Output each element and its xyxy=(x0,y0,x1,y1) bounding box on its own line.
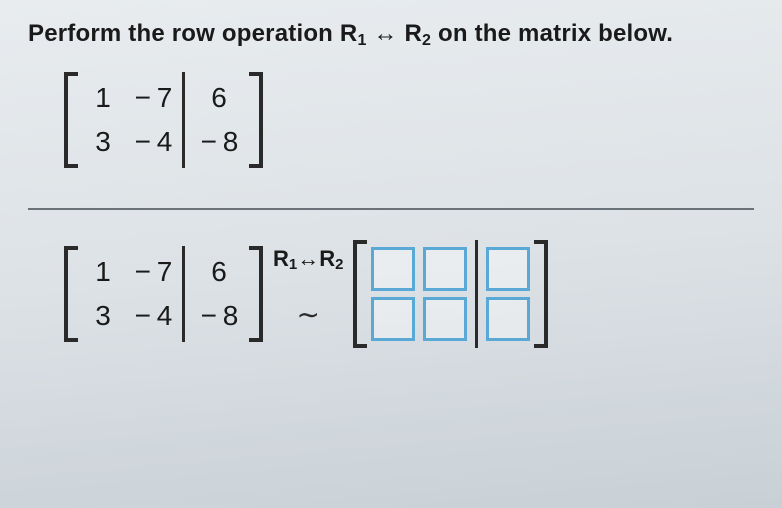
answer-input[interactable] xyxy=(423,297,467,341)
matrix-grid: 1 − 7 6 3 − 4 − 8 xyxy=(78,246,249,342)
matrix-cell: − 7 xyxy=(128,76,178,120)
answer-input[interactable] xyxy=(486,247,530,291)
answer-input[interactable] xyxy=(371,247,415,291)
tilde-icon: ∼ xyxy=(297,298,320,331)
bracket-right xyxy=(249,72,263,168)
matrix-row: 1 − 7 6 xyxy=(78,76,249,120)
bracket-left xyxy=(64,246,78,342)
matrix-cell: 6 xyxy=(189,250,249,294)
answer-input[interactable] xyxy=(486,297,530,341)
instr-sub1: 1 xyxy=(357,32,366,49)
matrix-cell: − 8 xyxy=(189,294,249,338)
op-sub2: 2 xyxy=(335,256,343,273)
bracket-left xyxy=(353,240,367,348)
matrix-row: 3 − 4 − 8 xyxy=(78,294,249,338)
op-r1: R xyxy=(273,246,289,271)
matrix-cell: 1 xyxy=(78,76,128,120)
instr-pre: Perform the row operation R xyxy=(28,20,357,47)
augment-bar xyxy=(475,290,478,348)
matrix-cell: − 7 xyxy=(128,250,178,294)
matrix-row: 1 − 7 6 xyxy=(78,250,249,294)
bracket-right xyxy=(249,246,263,342)
operation-column: R1↔R2 ∼ xyxy=(273,266,343,323)
answer-matrix xyxy=(353,240,548,348)
answer-input[interactable] xyxy=(423,247,467,291)
given-matrix: 1 − 7 6 3 − 4 − 8 xyxy=(64,72,263,168)
equation-row: 1 − 7 6 3 − 4 − 8 R1↔R2 ∼ xyxy=(64,240,754,348)
matrix-cell: 1 xyxy=(78,250,128,294)
matrix-grid: 1 − 7 6 3 − 4 − 8 xyxy=(78,72,249,168)
bracket-left xyxy=(64,72,78,168)
matrix-grid xyxy=(367,240,534,348)
divider xyxy=(28,208,754,210)
op-sub1: 1 xyxy=(289,256,297,273)
bracket-right xyxy=(534,240,548,348)
instr-post: on the matrix below. xyxy=(431,20,673,47)
augment-bar xyxy=(182,290,185,342)
matrix-row xyxy=(367,244,534,294)
matrix-cell: 6 xyxy=(189,76,249,120)
swap-arrow-icon: ↔ xyxy=(297,246,319,271)
matrix-cell: 3 xyxy=(78,120,128,164)
source-matrix: 1 − 7 6 3 − 4 − 8 xyxy=(64,246,263,342)
instruction-text: Perform the row operation R1 ↔ R2 on the… xyxy=(28,20,754,50)
matrix-cell: − 4 xyxy=(128,120,178,164)
instr-mid: ↔ R xyxy=(367,20,422,47)
augment-bar xyxy=(182,116,185,168)
answer-input[interactable] xyxy=(371,297,415,341)
operation-label: R1↔R2 xyxy=(273,248,343,272)
matrix-cell: − 4 xyxy=(128,294,178,338)
matrix-cell: 3 xyxy=(78,294,128,338)
matrix-cell: − 8 xyxy=(189,120,249,164)
instr-sub2: 2 xyxy=(422,32,431,49)
matrix-row xyxy=(367,294,534,344)
op-r2: R xyxy=(319,246,335,271)
matrix-row: 3 − 4 − 8 xyxy=(78,120,249,164)
